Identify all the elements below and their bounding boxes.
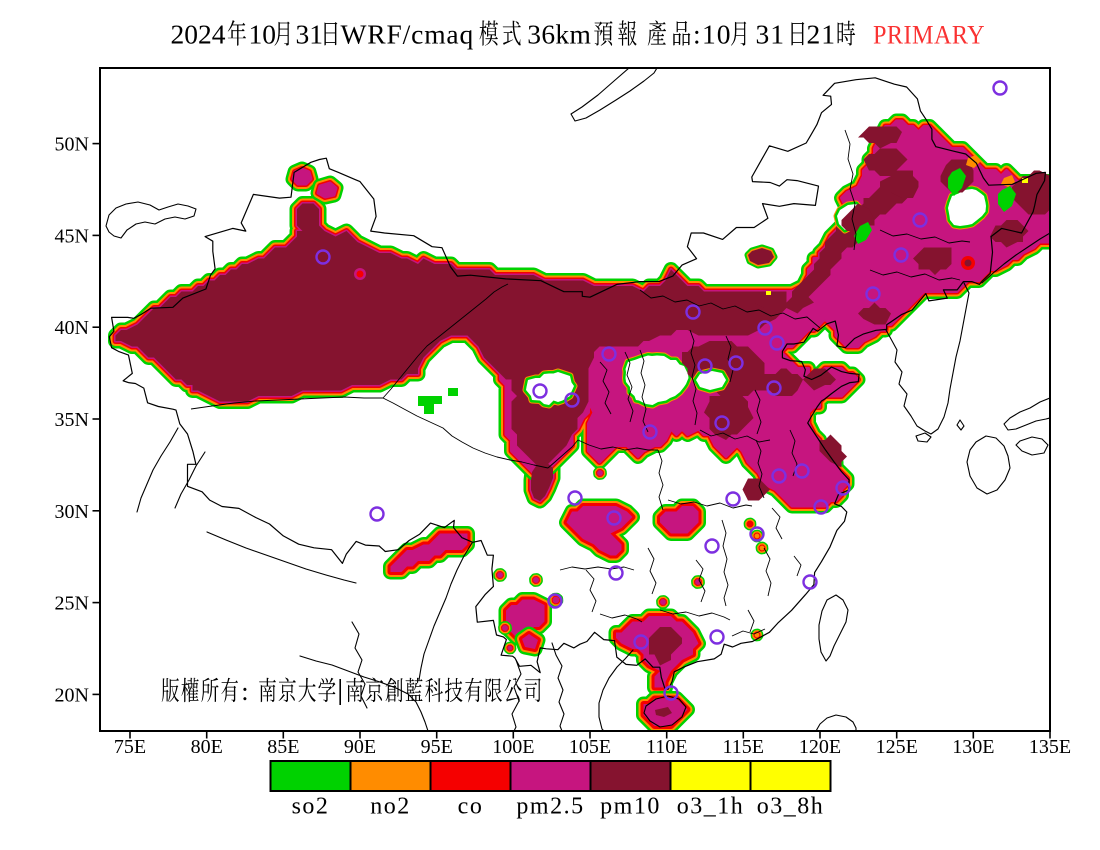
svg-text:PRIMARY: PRIMARY: [873, 22, 985, 50]
svg-text:30N: 30N: [55, 501, 89, 523]
svg-text:130E: 130E: [952, 736, 994, 758]
svg-text:no2: no2: [370, 794, 411, 820]
svg-text:pm2.5: pm2.5: [516, 794, 584, 820]
svg-text::: :: [693, 19, 701, 50]
svg-text:31: 31: [296, 19, 324, 50]
svg-text:pm10: pm10: [600, 794, 661, 820]
svg-text::: :: [241, 676, 248, 706]
svg-text:75E: 75E: [114, 736, 146, 758]
svg-text:50N: 50N: [55, 134, 89, 156]
svg-text:WRF/cmaq: WRF/cmaq: [341, 19, 475, 50]
svg-text:2024: 2024: [171, 19, 226, 50]
svg-text:40N: 40N: [55, 317, 89, 339]
svg-text:120E: 120E: [799, 736, 841, 758]
svg-text:o3_1h: o3_1h: [677, 794, 745, 820]
svg-text:31: 31: [756, 19, 786, 50]
svg-text:125E: 125E: [876, 736, 918, 758]
svg-text:100E: 100E: [492, 736, 534, 758]
svg-text:o3_8h: o3_8h: [757, 794, 825, 820]
svg-text:21: 21: [807, 19, 837, 50]
svg-text:105E: 105E: [569, 736, 611, 758]
svg-text:45N: 45N: [55, 225, 89, 247]
svg-text:co: co: [458, 794, 484, 820]
svg-text:90E: 90E: [344, 736, 376, 758]
svg-text:110E: 110E: [646, 736, 687, 758]
svg-text:115E: 115E: [723, 736, 764, 758]
svg-text:85E: 85E: [267, 736, 299, 758]
svg-text:25N: 25N: [55, 593, 89, 615]
svg-text:80E: 80E: [191, 736, 223, 758]
svg-text:20N: 20N: [55, 684, 89, 706]
svg-text:95E: 95E: [421, 736, 453, 758]
svg-text:135E: 135E: [1029, 736, 1071, 758]
svg-text:10: 10: [702, 19, 732, 50]
svg-text:36km: 36km: [527, 19, 591, 50]
svg-text:35N: 35N: [55, 409, 89, 431]
svg-text:10: 10: [249, 19, 277, 50]
svg-text:so2: so2: [292, 794, 330, 820]
